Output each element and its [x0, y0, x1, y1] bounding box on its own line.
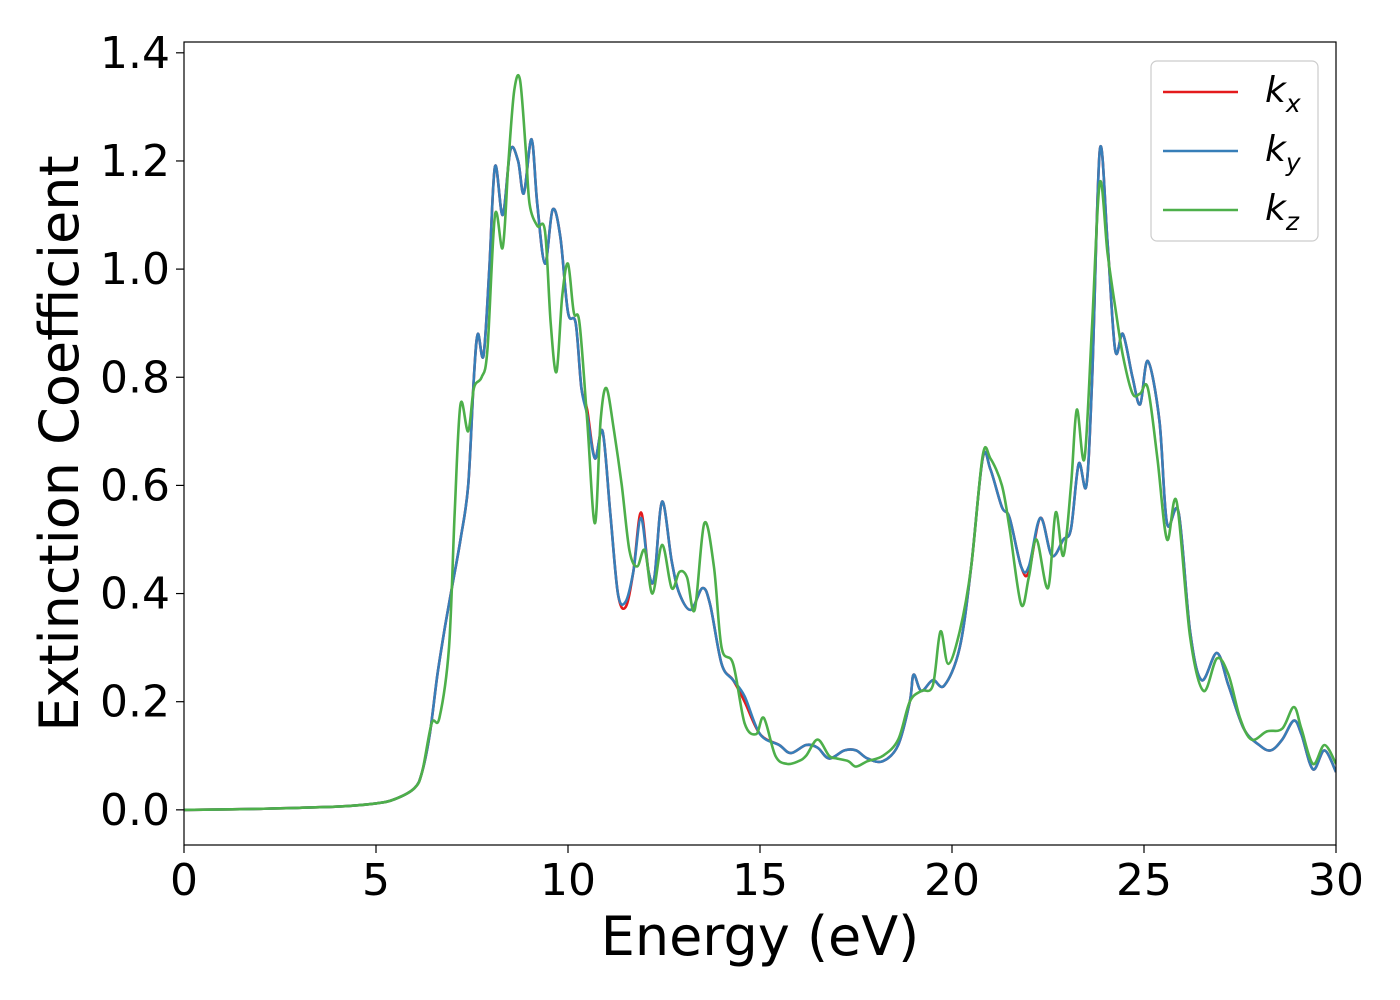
y-axis-title: Extinction Coefficient [28, 155, 91, 731]
y-tick-label: 0.8 [100, 352, 170, 403]
y-tick-label: 0.6 [100, 460, 170, 511]
series-layer [184, 74, 1336, 812]
y-tick-label: 1.4 [100, 28, 170, 79]
y-tick-label: 0.4 [100, 569, 170, 620]
x-tick-label: 30 [1308, 855, 1364, 906]
y-tick-label: 1.2 [100, 136, 170, 187]
x-tick-label: 25 [1116, 855, 1172, 906]
y-tick-label: 0.2 [100, 677, 170, 728]
y-tick-label: 0.0 [100, 785, 170, 836]
x-axis: 0 5 10 15 20 25 30 [170, 845, 1364, 906]
series-line-kz [184, 74, 1336, 812]
series-line-ky [184, 137, 1336, 812]
y-axis: 0.0 0.2 0.4 0.6 0.8 1.0 1.2 1.4 [100, 28, 184, 836]
x-tick-label: 10 [540, 855, 596, 906]
x-tick-label: 0 [170, 855, 198, 906]
x-tick-label: 15 [732, 855, 788, 906]
x-axis-title: Energy (eV) [601, 905, 920, 968]
y-tick-label: 1.0 [100, 244, 170, 295]
x-tick-label: 5 [362, 855, 390, 906]
x-tick-label: 20 [924, 855, 980, 906]
